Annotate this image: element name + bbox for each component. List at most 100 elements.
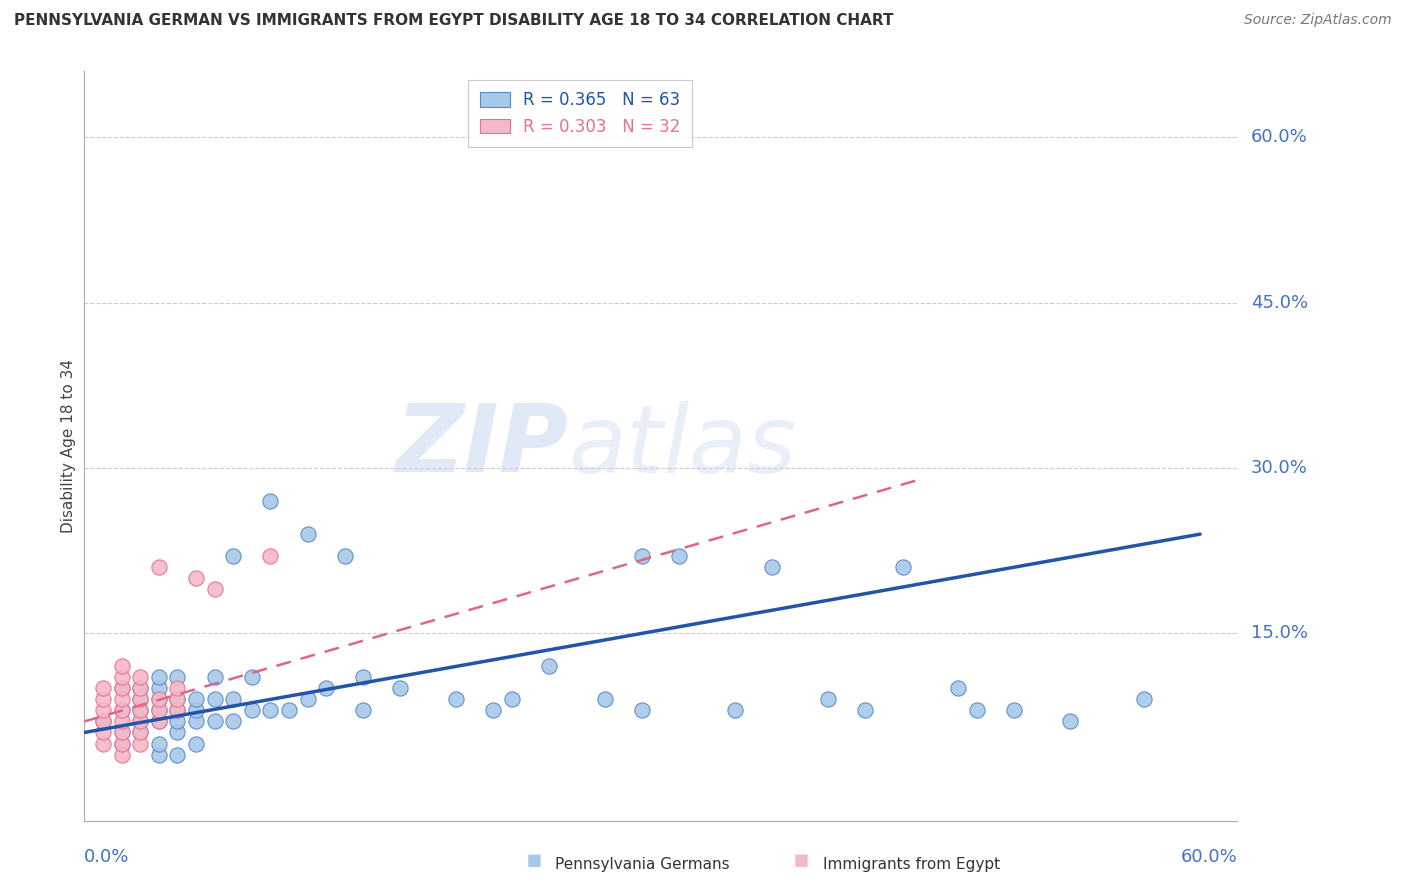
- Point: [482, 703, 505, 717]
- Point: [148, 560, 170, 574]
- Point: [184, 692, 207, 706]
- Point: [110, 725, 132, 739]
- Point: [501, 692, 523, 706]
- Point: [129, 703, 152, 717]
- Point: [891, 560, 914, 574]
- Point: [333, 549, 356, 564]
- Point: [184, 714, 207, 729]
- Text: 30.0%: 30.0%: [1251, 459, 1308, 477]
- Point: [110, 737, 132, 751]
- Point: [148, 714, 170, 729]
- Point: [297, 527, 319, 541]
- Text: 60.0%: 60.0%: [1181, 848, 1237, 866]
- Text: PENNSYLVANIA GERMAN VS IMMIGRANTS FROM EGYPT DISABILITY AGE 18 TO 34 CORRELATION: PENNSYLVANIA GERMAN VS IMMIGRANTS FROM E…: [14, 13, 894, 29]
- Point: [259, 549, 281, 564]
- Point: [631, 703, 654, 717]
- Point: [1002, 703, 1025, 717]
- Point: [166, 692, 188, 706]
- Point: [166, 725, 188, 739]
- Point: [129, 725, 152, 739]
- Point: [297, 692, 319, 706]
- Point: [129, 714, 152, 729]
- Point: [184, 737, 207, 751]
- Point: [352, 670, 374, 684]
- Point: [315, 681, 337, 696]
- Point: [352, 703, 374, 717]
- Point: [166, 714, 188, 729]
- Point: [166, 747, 188, 762]
- Point: [91, 692, 114, 706]
- Point: [129, 670, 152, 684]
- Point: [148, 714, 170, 729]
- Point: [110, 747, 132, 762]
- Point: [166, 703, 188, 717]
- Point: [166, 703, 188, 717]
- Point: [129, 681, 152, 696]
- Text: Source: ZipAtlas.com: Source: ZipAtlas.com: [1244, 13, 1392, 28]
- Point: [222, 692, 245, 706]
- Point: [593, 692, 616, 706]
- Point: [538, 659, 561, 673]
- Point: [184, 703, 207, 717]
- Point: [110, 725, 132, 739]
- Point: [129, 692, 152, 706]
- Point: [631, 549, 654, 564]
- Legend: R = 0.365   N = 63, R = 0.303   N = 32: R = 0.365 N = 63, R = 0.303 N = 32: [468, 79, 692, 147]
- Point: [129, 703, 152, 717]
- Point: [240, 703, 263, 717]
- Point: [966, 703, 988, 717]
- Point: [259, 703, 281, 717]
- Text: 0.0%: 0.0%: [84, 848, 129, 866]
- Point: [204, 670, 226, 684]
- Point: [148, 703, 170, 717]
- Text: ▪: ▪: [526, 848, 543, 872]
- Point: [446, 692, 468, 706]
- Y-axis label: Disability Age 18 to 34: Disability Age 18 to 34: [60, 359, 76, 533]
- Point: [148, 681, 170, 696]
- Point: [817, 692, 839, 706]
- Point: [129, 737, 152, 751]
- Point: [184, 571, 207, 585]
- Text: Pennsylvania Germans: Pennsylvania Germans: [555, 857, 730, 872]
- Point: [389, 681, 412, 696]
- Point: [110, 659, 132, 673]
- Point: [91, 725, 114, 739]
- Text: 60.0%: 60.0%: [1251, 128, 1308, 146]
- Point: [1059, 714, 1081, 729]
- Point: [110, 681, 132, 696]
- Point: [129, 714, 152, 729]
- Point: [110, 703, 132, 717]
- Point: [668, 549, 690, 564]
- Point: [129, 692, 152, 706]
- Point: [148, 747, 170, 762]
- Point: [91, 714, 114, 729]
- Point: [222, 714, 245, 729]
- Point: [148, 703, 170, 717]
- Point: [277, 703, 299, 717]
- Point: [110, 714, 132, 729]
- Point: [166, 681, 188, 696]
- Point: [91, 737, 114, 751]
- Point: [110, 681, 132, 696]
- Point: [948, 681, 970, 696]
- Point: [110, 670, 132, 684]
- Point: [110, 692, 132, 706]
- Point: [724, 703, 747, 717]
- Point: [204, 692, 226, 706]
- Point: [1133, 692, 1156, 706]
- Point: [204, 714, 226, 729]
- Point: [240, 670, 263, 684]
- Text: atlas: atlas: [568, 401, 797, 491]
- Point: [148, 670, 170, 684]
- Point: [148, 692, 170, 706]
- Text: 15.0%: 15.0%: [1251, 624, 1308, 642]
- Text: ▪: ▪: [793, 848, 810, 872]
- Point: [761, 560, 783, 574]
- Point: [222, 549, 245, 564]
- Point: [148, 692, 170, 706]
- Text: Immigrants from Egypt: Immigrants from Egypt: [823, 857, 1000, 872]
- Point: [166, 670, 188, 684]
- Point: [204, 582, 226, 597]
- Text: ZIP: ZIP: [395, 400, 568, 492]
- Point: [129, 681, 152, 696]
